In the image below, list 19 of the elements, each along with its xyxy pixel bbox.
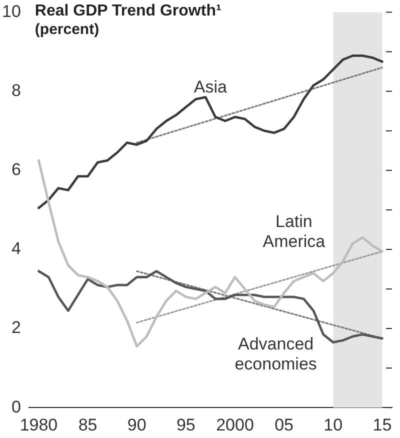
x-tick-label: 85 [78, 415, 98, 434]
x-tick-label: 90 [127, 415, 146, 434]
y-tick-label: 2 [11, 318, 21, 338]
x-tick-label: 1980 [20, 415, 58, 434]
text: (percent) [34, 20, 100, 38]
y-tick-label: 4 [11, 239, 21, 258]
x-tick-label: 15 [372, 415, 392, 434]
y-tick-label: 0 [11, 397, 21, 416]
x-tick-label: 05 [274, 415, 294, 434]
x-tick-label: 2000 [216, 415, 254, 434]
x-tick-label: 10 [324, 415, 343, 434]
chart-title: Real GDP Trend Growth¹ [34, 2, 222, 20]
x-tick-label: 95 [176, 415, 196, 434]
series-label: Asia [194, 78, 228, 97]
y-tick-label: 10 [2, 2, 21, 21]
series-label: Advanced economies [234, 334, 317, 374]
series-label: Latin America [262, 212, 326, 252]
y-tick-label: 8 [11, 80, 21, 100]
y-tick-label: 6 [11, 160, 21, 180]
